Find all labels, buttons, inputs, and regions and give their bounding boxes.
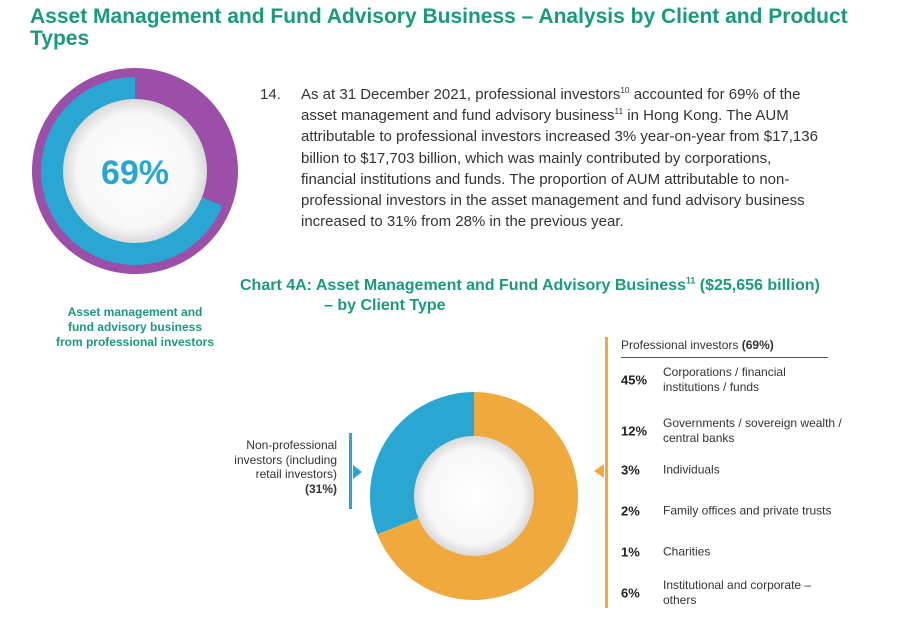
- client-type-donut: [370, 392, 578, 600]
- chart-title: Chart 4A: Asset Management and Fund Advi…: [240, 276, 910, 316]
- professional-item-label: Governments / sovereign wealth / central…: [663, 416, 842, 445]
- chart-title-total: ($25,656 billion): [695, 277, 820, 294]
- professional-item-pct: 1%: [621, 544, 640, 560]
- chart-title-main: Chart 4A: Asset Management and Fund Advi…: [240, 277, 687, 294]
- professional-bracket: [605, 337, 608, 608]
- professional-item-label: Family offices and private trusts: [663, 503, 832, 518]
- highlight-caption: Asset management and fund advisory busin…: [30, 305, 240, 350]
- footnote-marker: 10: [620, 85, 630, 95]
- professional-item: 12% Governments / sovereign wealth / cen…: [621, 414, 851, 448]
- highlight-caption-line: Asset management and: [67, 305, 203, 319]
- page-heading: Asset Management and Fund Advisory Busin…: [30, 5, 848, 50]
- highlight-center: [63, 99, 207, 243]
- professional-item-label: Individuals: [663, 462, 720, 477]
- professional-item: 3% Individuals: [621, 453, 851, 487]
- professional-item: 2% Family offices and private trusts: [621, 494, 851, 528]
- professional-header-pct: (69%): [741, 338, 774, 352]
- non-professional-bracket: [349, 433, 352, 509]
- highlight-caption-line: fund advisory business: [67, 320, 203, 334]
- footnote-marker: 11: [614, 107, 624, 117]
- chart-title-footnote: 11: [686, 275, 696, 286]
- slice-non-professional: [370, 392, 474, 535]
- donut-center: [414, 436, 534, 556]
- professional-header: Professional investors (69%): [621, 337, 828, 358]
- slice-professional: [377, 392, 578, 600]
- professional-item-label: Institutional and corporate – others: [663, 578, 812, 607]
- non-professional-label-line: investors (including: [234, 452, 337, 467]
- professional-item-pct: 2%: [621, 503, 640, 519]
- non-professional-pct: (31%): [304, 481, 337, 496]
- highlight-value: 69%: [101, 154, 169, 192]
- non-professional-label: Non-professional investors (including re…: [200, 438, 337, 496]
- paragraph-text: accounted for 69% of the asset managemen…: [301, 86, 801, 125]
- professional-item-pct: 3%: [621, 462, 640, 478]
- non-professional-label-line: retail investors): [255, 467, 337, 481]
- paragraph-text: As at 31 December 2021, professional inv…: [301, 86, 621, 103]
- professional-item-pct: 6%: [621, 585, 640, 601]
- paragraph-text: in Hong Kong. The AUM attributable to pr…: [301, 107, 818, 231]
- professional-item-label: Corporations / financial institutions / …: [663, 365, 786, 394]
- paragraph-body: As at 31 December 2021, professional inv…: [301, 84, 821, 232]
- professional-item: 6% Institutional and corporate – others: [621, 576, 851, 610]
- professional-pointer-icon: [594, 464, 604, 478]
- highlight-donut: 69%: [32, 68, 238, 274]
- non-professional-pointer-icon: [353, 465, 362, 479]
- highlight-caption-line: from professional investors: [55, 335, 215, 349]
- professional-item-pct: 12%: [621, 423, 648, 439]
- professional-item: 45% Corporations / financial institution…: [621, 363, 851, 397]
- professional-header-label: Professional investors: [621, 338, 742, 352]
- professional-item-pct: 45%: [621, 372, 648, 388]
- paragraph-number: 14.: [260, 86, 281, 103]
- chart-subtitle: – by Client Type: [324, 297, 446, 314]
- professional-item: 1% Charities: [621, 535, 851, 569]
- professional-item-label: Charities: [663, 544, 711, 559]
- non-professional-label-line: Non-professional: [246, 438, 337, 452]
